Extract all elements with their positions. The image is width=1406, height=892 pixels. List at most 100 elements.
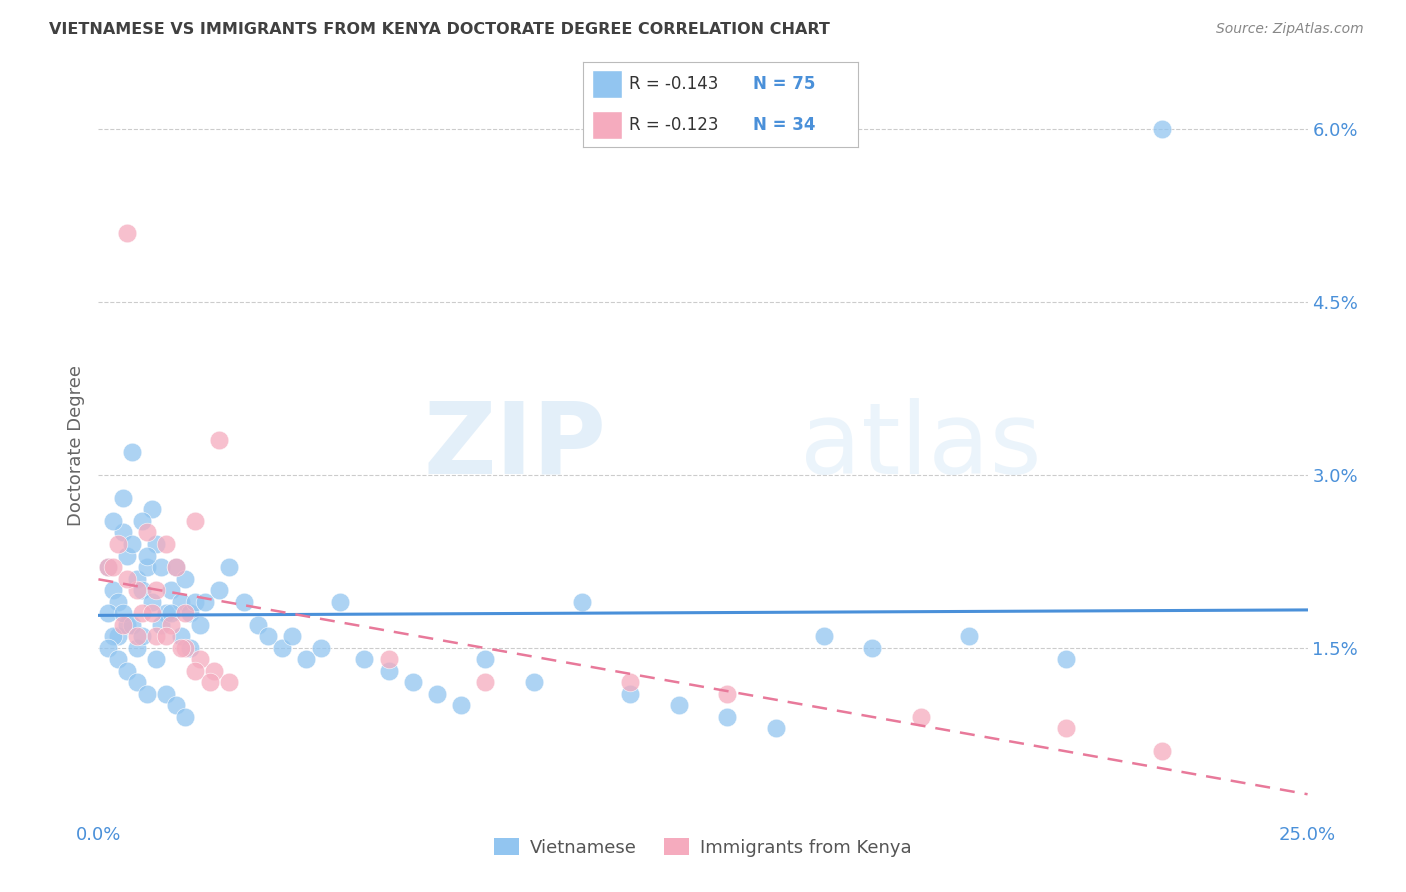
Text: Source: ZipAtlas.com: Source: ZipAtlas.com (1216, 22, 1364, 37)
Point (198, 675, 221, 690)
Point (131, 606, 153, 620)
Point (208, 434, 231, 448)
Point (97, 560, 120, 574)
Point (107, 537, 129, 551)
Point (169, 594, 191, 608)
Text: atlas: atlas (800, 398, 1042, 494)
Point (523, 675, 546, 690)
Point (174, 572, 197, 586)
Point (716, 710, 738, 724)
Point (619, 675, 641, 690)
Point (218, 675, 240, 690)
Point (204, 664, 226, 678)
Text: N = 34: N = 34 (754, 116, 815, 134)
Point (194, 594, 217, 608)
Point (155, 687, 177, 701)
Point (155, 606, 177, 620)
Point (131, 514, 153, 528)
Point (329, 594, 352, 608)
Point (169, 629, 191, 643)
Point (208, 583, 231, 598)
Point (174, 710, 197, 724)
Point (668, 698, 690, 713)
Point (232, 594, 254, 608)
Point (247, 617, 270, 632)
Point (450, 698, 472, 713)
Point (117, 572, 139, 586)
Point (141, 502, 163, 516)
Point (121, 537, 143, 551)
Point (145, 537, 167, 551)
Point (107, 629, 129, 643)
Point (426, 687, 449, 701)
Point (474, 675, 496, 690)
Point (141, 606, 163, 620)
Point (135, 525, 157, 540)
Point (101, 514, 124, 528)
Point (402, 675, 425, 690)
Point (121, 617, 143, 632)
Point (377, 652, 399, 666)
Point (179, 606, 201, 620)
Point (160, 617, 183, 632)
Point (174, 606, 197, 620)
Point (127, 675, 149, 690)
Point (218, 560, 240, 574)
Point (155, 629, 177, 643)
Point (97, 606, 120, 620)
Text: R = -0.143: R = -0.143 (628, 75, 718, 93)
Point (1152, 744, 1174, 758)
Point (188, 617, 211, 632)
Point (716, 687, 738, 701)
Point (169, 640, 191, 655)
Point (107, 594, 129, 608)
Point (179, 640, 201, 655)
Point (165, 560, 187, 574)
Point (150, 617, 173, 632)
Text: VIETNAMESE VS IMMIGRANTS FROM KENYA DOCTORATE DEGREE CORRELATION CHART: VIETNAMESE VS IMMIGRANTS FROM KENYA DOCT… (49, 22, 830, 37)
Point (165, 698, 187, 713)
Point (117, 226, 139, 240)
Point (121, 444, 143, 458)
Point (111, 525, 134, 540)
Point (131, 583, 153, 598)
Point (97, 640, 120, 655)
Point (155, 537, 177, 551)
Point (145, 652, 167, 666)
Point (97, 560, 120, 574)
Point (910, 710, 932, 724)
Point (141, 594, 163, 608)
Point (1152, 122, 1174, 136)
Point (184, 514, 207, 528)
Point (765, 722, 787, 736)
Point (1054, 722, 1077, 736)
Point (1054, 652, 1077, 666)
Point (619, 687, 641, 701)
Point (160, 606, 183, 620)
Point (353, 652, 375, 666)
Point (127, 629, 149, 643)
Text: R = -0.123: R = -0.123 (628, 116, 718, 134)
Point (281, 629, 304, 643)
FancyBboxPatch shape (592, 111, 621, 139)
FancyBboxPatch shape (592, 70, 621, 98)
Point (101, 629, 124, 643)
Point (111, 606, 134, 620)
Point (135, 560, 157, 574)
Y-axis label: Doctorate Degree: Doctorate Degree (66, 366, 84, 526)
Point (165, 560, 187, 574)
Point (117, 617, 139, 632)
Point (117, 549, 139, 563)
Point (571, 594, 593, 608)
Point (111, 617, 134, 632)
Point (813, 629, 835, 643)
Point (135, 687, 157, 701)
Point (135, 549, 157, 563)
Point (127, 583, 149, 598)
Point (256, 629, 278, 643)
Point (101, 560, 124, 574)
Point (295, 652, 318, 666)
Point (117, 664, 139, 678)
Point (131, 629, 153, 643)
Text: N = 75: N = 75 (754, 75, 815, 93)
